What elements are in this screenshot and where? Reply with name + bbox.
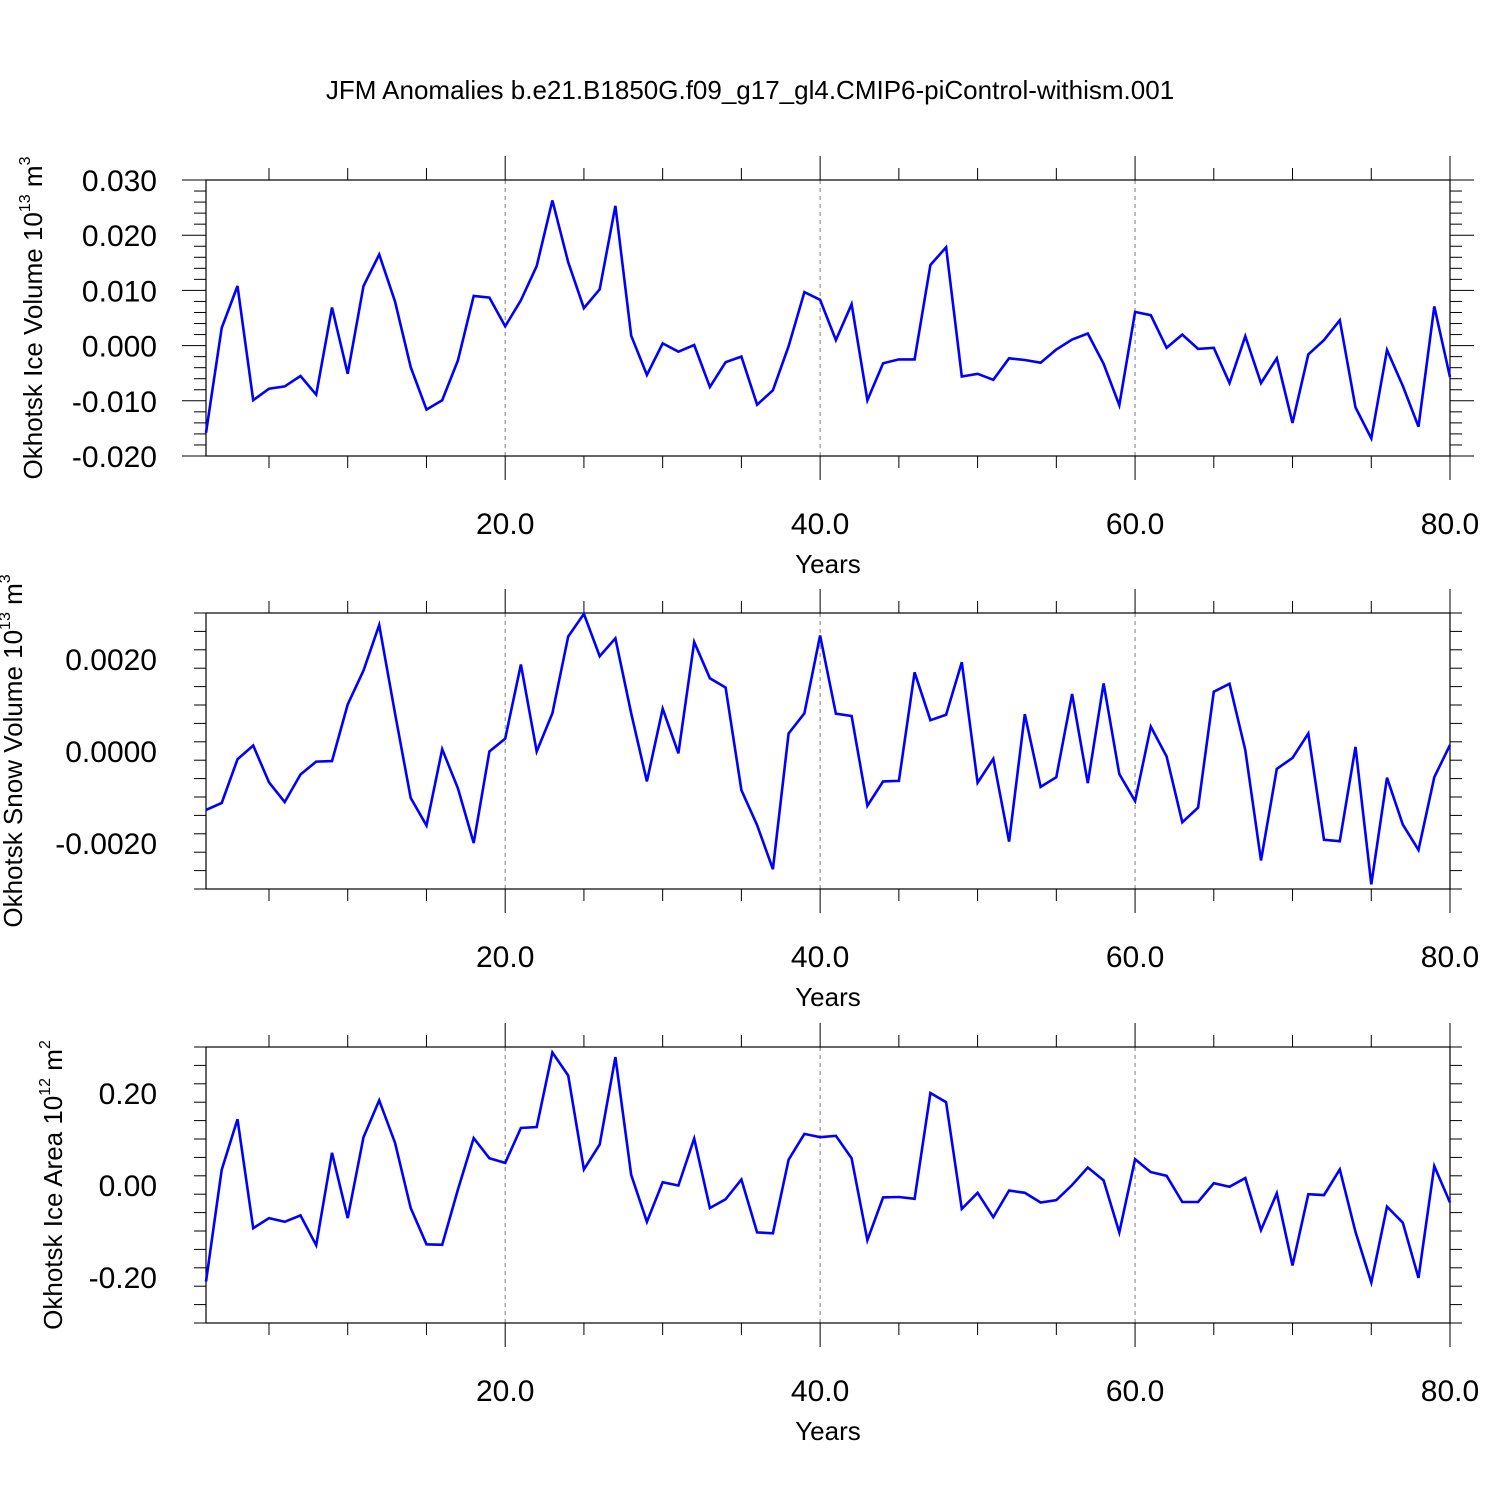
- y-tick-label: 0.0000: [65, 736, 157, 769]
- x-tick-label: 20.0: [476, 941, 534, 974]
- plot-frame: [205, 1046, 1451, 1324]
- y-tick-label: 0.0020: [65, 644, 157, 677]
- y-axis-label: Okhotsk Ice Volume 1013 m3: [17, 156, 48, 479]
- y-axis-label: Okhotsk Snow Volume 1013 m3: [0, 574, 28, 927]
- y-tick-label: 0.020: [82, 220, 157, 253]
- series-line: [204, 1049, 1452, 1288]
- panel-2: 20.0 40.0 60.0 80.0 -0.0020 0.0000 0.0020 Years…: [0, 574, 1479, 1012]
- y-tick-label: -0.020: [72, 441, 157, 474]
- series-line: [205, 611, 1452, 885]
- y-tick-label: 0.00: [99, 1170, 157, 1203]
- x-tick-label: 80.0: [1421, 1375, 1479, 1408]
- x-tick-label: 40.0: [791, 941, 849, 974]
- y-tick-label: -0.010: [72, 386, 157, 419]
- x-tick-label: 60.0: [1106, 941, 1164, 974]
- figure-title: JFM Anomalies b.e21.B1850G.f09_g17_gl4.C…: [325, 75, 1175, 105]
- y-tick-label: 0.000: [82, 331, 157, 364]
- y-tick-label: 0.010: [82, 275, 157, 308]
- y-axis-label: Okhotsk Ice Area 1012 m2: [37, 1040, 68, 1330]
- x-tick-label: 80.0: [1421, 508, 1479, 541]
- y-tick-label: -0.20: [89, 1262, 157, 1295]
- x-tick-label: 40.0: [791, 508, 849, 541]
- y-tick-label: 0.030: [82, 165, 157, 198]
- y-tick-label: 0.20: [99, 1078, 157, 1111]
- x-tick-label: 60.0: [1106, 1375, 1164, 1408]
- x-axis-label: Years: [795, 1416, 861, 1446]
- x-axis-label: Years: [795, 982, 861, 1012]
- panel-3: 20.0 40.0 60.0 80.0 -0.20 0.00 0.20 Years Okhots…: [37, 1023, 1479, 1446]
- x-tick-label: 80.0: [1421, 941, 1479, 974]
- x-axis-label: Years: [795, 549, 861, 579]
- x-tick-label: 60.0: [1106, 508, 1164, 541]
- x-tick-label: 20.0: [476, 1375, 534, 1408]
- series-line: [204, 200, 1452, 443]
- plot-frame: [205, 612, 1451, 890]
- y-tick-label: -0.0020: [55, 828, 157, 861]
- x-tick-label: 20.0: [476, 508, 534, 541]
- x-tick-label: 40.0: [791, 1375, 849, 1408]
- panel-1: 20.0 40.0 60.0 80.0 -0.020 -0.010 0.000 0.010 0.…: [17, 156, 1479, 579]
- plot-frame: [205, 179, 1451, 457]
